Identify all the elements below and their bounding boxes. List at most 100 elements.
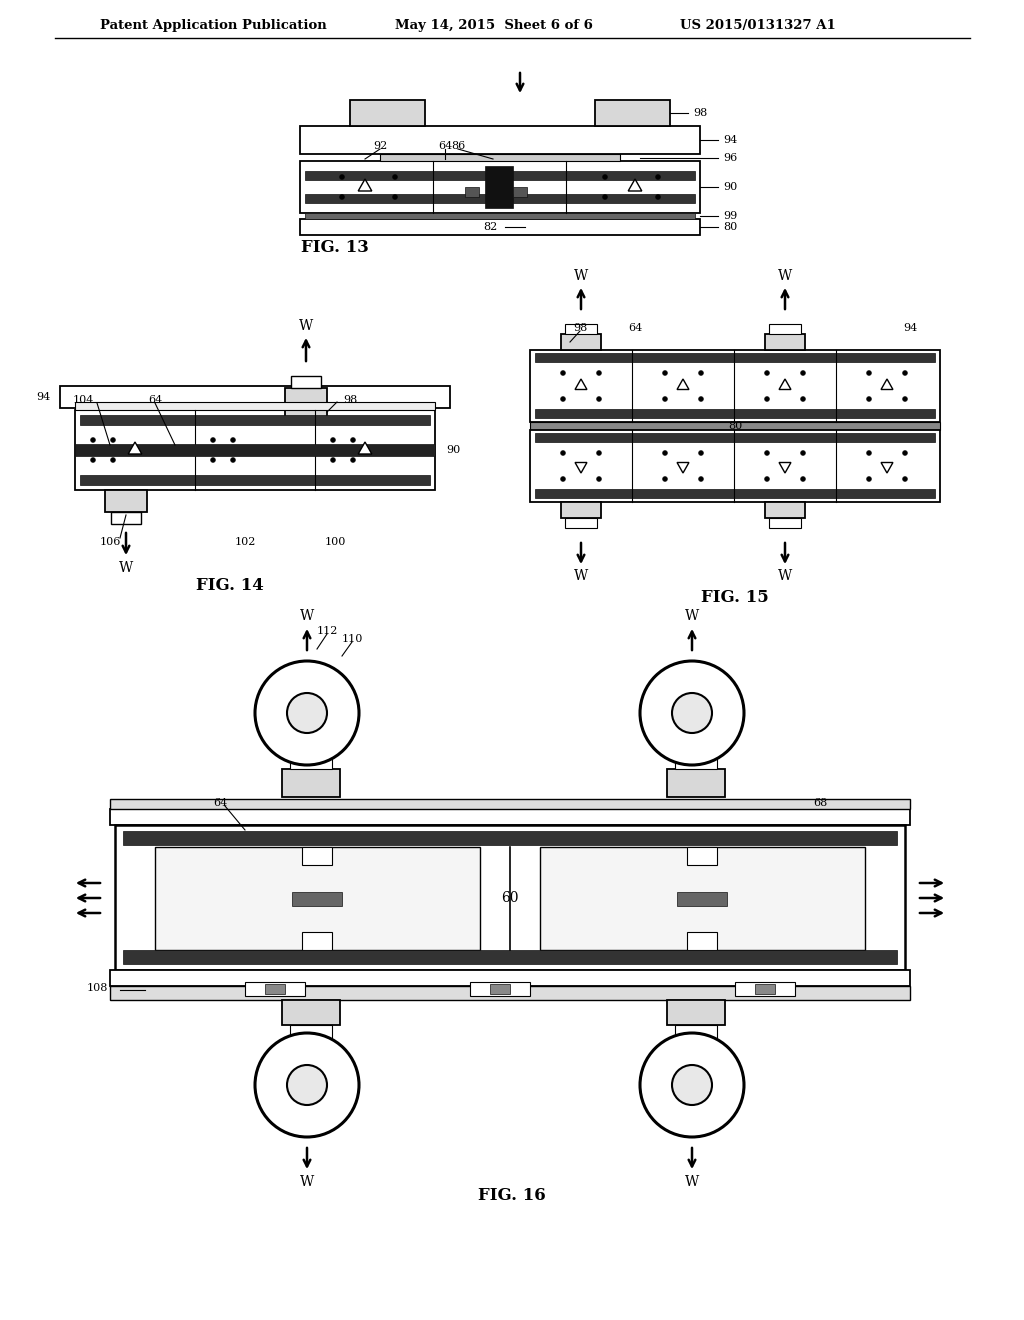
Circle shape (663, 477, 668, 482)
Polygon shape (575, 462, 587, 473)
Text: US 2015/0131327 A1: US 2015/0131327 A1 (680, 18, 836, 32)
Text: 108: 108 (87, 983, 109, 993)
Circle shape (597, 371, 601, 375)
Text: W: W (685, 609, 699, 623)
Circle shape (655, 174, 660, 180)
Bar (380, 154, 620, 161)
Bar (265, 983, 285, 994)
Text: W: W (778, 569, 793, 583)
Circle shape (640, 1034, 744, 1137)
Text: W: W (300, 609, 314, 623)
Bar (535, 409, 935, 418)
Text: 94: 94 (723, 135, 737, 145)
Text: 86: 86 (451, 141, 465, 150)
Bar (115, 825, 905, 970)
Polygon shape (677, 462, 689, 473)
Text: 64: 64 (147, 395, 162, 405)
Circle shape (640, 661, 744, 766)
Bar (769, 323, 801, 334)
Bar (300, 125, 700, 154)
Circle shape (902, 396, 907, 401)
Circle shape (230, 458, 236, 462)
Bar (535, 433, 935, 442)
Bar (123, 950, 897, 964)
Circle shape (698, 450, 703, 455)
Bar (561, 502, 601, 517)
Bar (561, 334, 601, 350)
Bar (675, 756, 717, 770)
Bar (470, 982, 530, 997)
Circle shape (111, 437, 116, 442)
Circle shape (230, 437, 236, 442)
Bar (110, 799, 910, 809)
Bar (667, 1001, 725, 1026)
Bar (530, 422, 940, 430)
Bar (765, 334, 805, 350)
Text: FIG. 13: FIG. 13 (301, 239, 369, 256)
Bar (282, 770, 340, 797)
Circle shape (340, 194, 344, 199)
Bar (290, 1026, 332, 1038)
Circle shape (866, 396, 871, 401)
Text: 104: 104 (73, 395, 93, 405)
Text: 64: 64 (213, 799, 227, 808)
Text: FIG. 14: FIG. 14 (197, 577, 264, 594)
Text: 64: 64 (628, 323, 642, 333)
Bar (290, 756, 332, 770)
Circle shape (287, 693, 327, 733)
Polygon shape (677, 379, 689, 389)
Text: 80: 80 (728, 421, 742, 432)
Circle shape (801, 371, 806, 375)
Circle shape (672, 693, 712, 733)
Bar (530, 430, 940, 502)
Circle shape (211, 437, 215, 442)
Text: 94: 94 (36, 392, 50, 403)
Bar (513, 187, 527, 197)
Bar (110, 986, 910, 1001)
Bar (123, 832, 897, 845)
Circle shape (663, 371, 668, 375)
Bar (110, 809, 910, 825)
Polygon shape (881, 462, 893, 473)
Text: W: W (778, 269, 793, 282)
Bar (565, 323, 597, 334)
Text: FIG. 16: FIG. 16 (478, 1187, 546, 1204)
Circle shape (801, 396, 806, 401)
Text: W: W (299, 319, 313, 333)
Bar (80, 475, 430, 484)
Circle shape (90, 458, 95, 462)
Text: 80: 80 (723, 222, 737, 232)
Circle shape (602, 194, 607, 199)
Bar (595, 100, 670, 125)
Circle shape (392, 174, 397, 180)
Circle shape (340, 174, 344, 180)
Bar (687, 847, 717, 865)
Circle shape (866, 450, 871, 455)
Circle shape (602, 174, 607, 180)
Circle shape (655, 194, 660, 199)
Text: W: W (119, 561, 133, 576)
Bar (245, 982, 305, 997)
Circle shape (902, 477, 907, 482)
Bar (305, 213, 695, 219)
Polygon shape (881, 379, 893, 389)
Circle shape (765, 371, 769, 375)
Circle shape (672, 1065, 712, 1105)
Text: 99: 99 (723, 211, 737, 220)
Circle shape (698, 371, 703, 375)
Circle shape (765, 396, 769, 401)
Text: 112: 112 (316, 626, 338, 636)
Text: 60: 60 (502, 891, 519, 906)
Polygon shape (779, 462, 791, 473)
Circle shape (866, 477, 871, 482)
Circle shape (90, 437, 95, 442)
Circle shape (287, 1065, 327, 1105)
Circle shape (698, 477, 703, 482)
Polygon shape (128, 442, 141, 454)
Circle shape (331, 458, 336, 462)
Circle shape (350, 458, 355, 462)
Circle shape (663, 396, 668, 401)
Circle shape (211, 458, 215, 462)
Bar (490, 983, 510, 994)
Text: 90: 90 (723, 182, 737, 191)
